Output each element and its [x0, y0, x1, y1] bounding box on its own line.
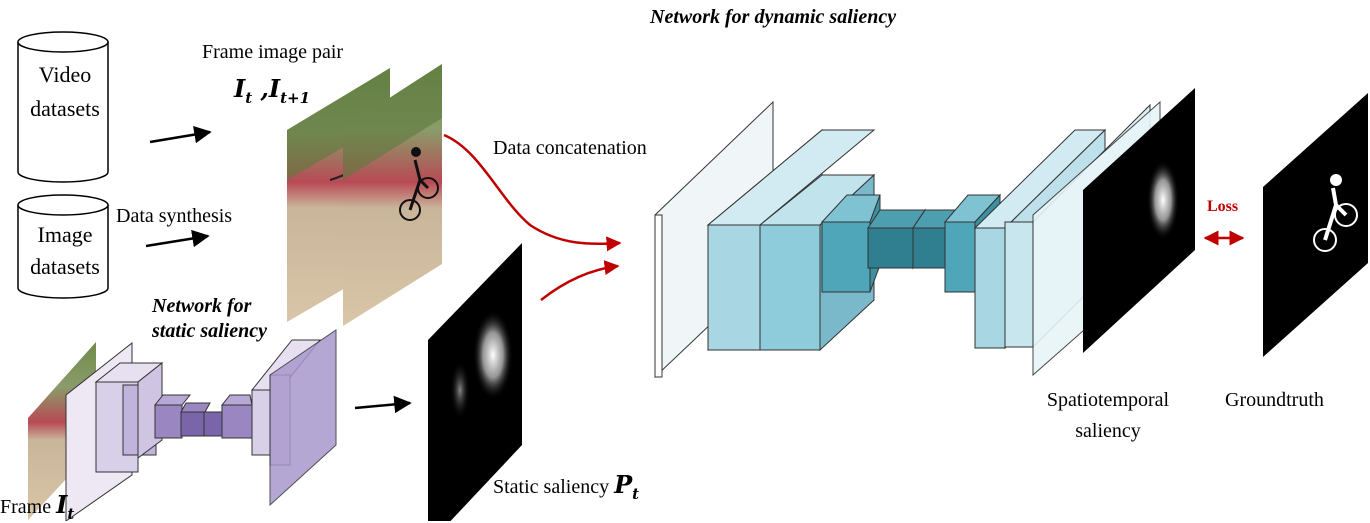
dynamic-network-title: Network for dynamic saliency — [650, 6, 897, 28]
static-saliency-label: Static saliency Pt — [493, 470, 640, 503]
static-saliency-map — [428, 243, 522, 521]
frame-t1-image — [343, 64, 442, 326]
video-arrow — [149, 125, 212, 144]
data-synthesis-label: Data synthesis — [116, 205, 233, 227]
groundtruth-rider-icon — [1313, 174, 1358, 252]
spatiotemporal-label-line1: Spatiotemporal — [1046, 389, 1170, 411]
static-network-title-line1: Network for — [152, 295, 252, 317]
image-datasets-cylinder — [17, 194, 109, 299]
spatiotemporal-saliency-map — [1083, 88, 1195, 353]
groundtruth-label: Groundtruth — [1225, 389, 1324, 411]
concat-arrow-bottom — [540, 260, 620, 301]
bike-rider-icon — [399, 147, 439, 221]
frame-label: Frame It — [0, 490, 75, 523]
data-concatenation-label: Data concatenation — [493, 137, 647, 159]
loss-label: Loss — [1207, 198, 1239, 215]
image-arrow — [145, 229, 210, 248]
static-network-title-line2: static saliency — [152, 320, 267, 342]
frame-pair-math: It ,It+1 — [234, 74, 311, 107]
image-datasets-label-line2: datasets — [30, 254, 100, 279]
static-network — [65, 329, 337, 521]
video-datasets-cylinder — [17, 31, 109, 183]
groundtruth-map — [1263, 93, 1368, 357]
spatiotemporal-label-line2: saliency — [1075, 420, 1141, 442]
frame-pair-label: Frame image pair — [202, 41, 344, 63]
concat-arrow-top — [443, 133, 622, 252]
video-datasets-label-line1: Video — [38, 62, 92, 87]
dynamic-network — [654, 100, 1161, 379]
video-datasets-label-line2: datasets — [30, 96, 100, 121]
static-output-arrow — [354, 395, 412, 414]
image-datasets-label-line1: Image — [37, 222, 93, 247]
